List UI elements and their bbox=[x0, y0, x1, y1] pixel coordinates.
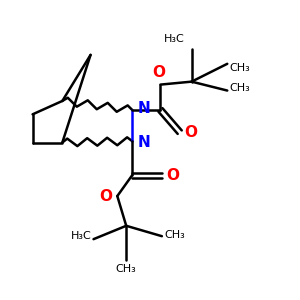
Text: CH₃: CH₃ bbox=[164, 230, 185, 240]
Text: H₃C: H₃C bbox=[164, 34, 184, 44]
Text: O: O bbox=[152, 65, 165, 80]
Text: CH₃: CH₃ bbox=[116, 264, 136, 274]
Text: O: O bbox=[166, 168, 179, 183]
Text: CH₃: CH₃ bbox=[230, 63, 250, 73]
Text: N: N bbox=[137, 135, 150, 150]
Text: CH₃: CH₃ bbox=[230, 82, 250, 93]
Text: O: O bbox=[184, 125, 197, 140]
Text: N: N bbox=[137, 101, 150, 116]
Text: H₃C: H₃C bbox=[70, 231, 91, 241]
Text: O: O bbox=[100, 189, 112, 204]
